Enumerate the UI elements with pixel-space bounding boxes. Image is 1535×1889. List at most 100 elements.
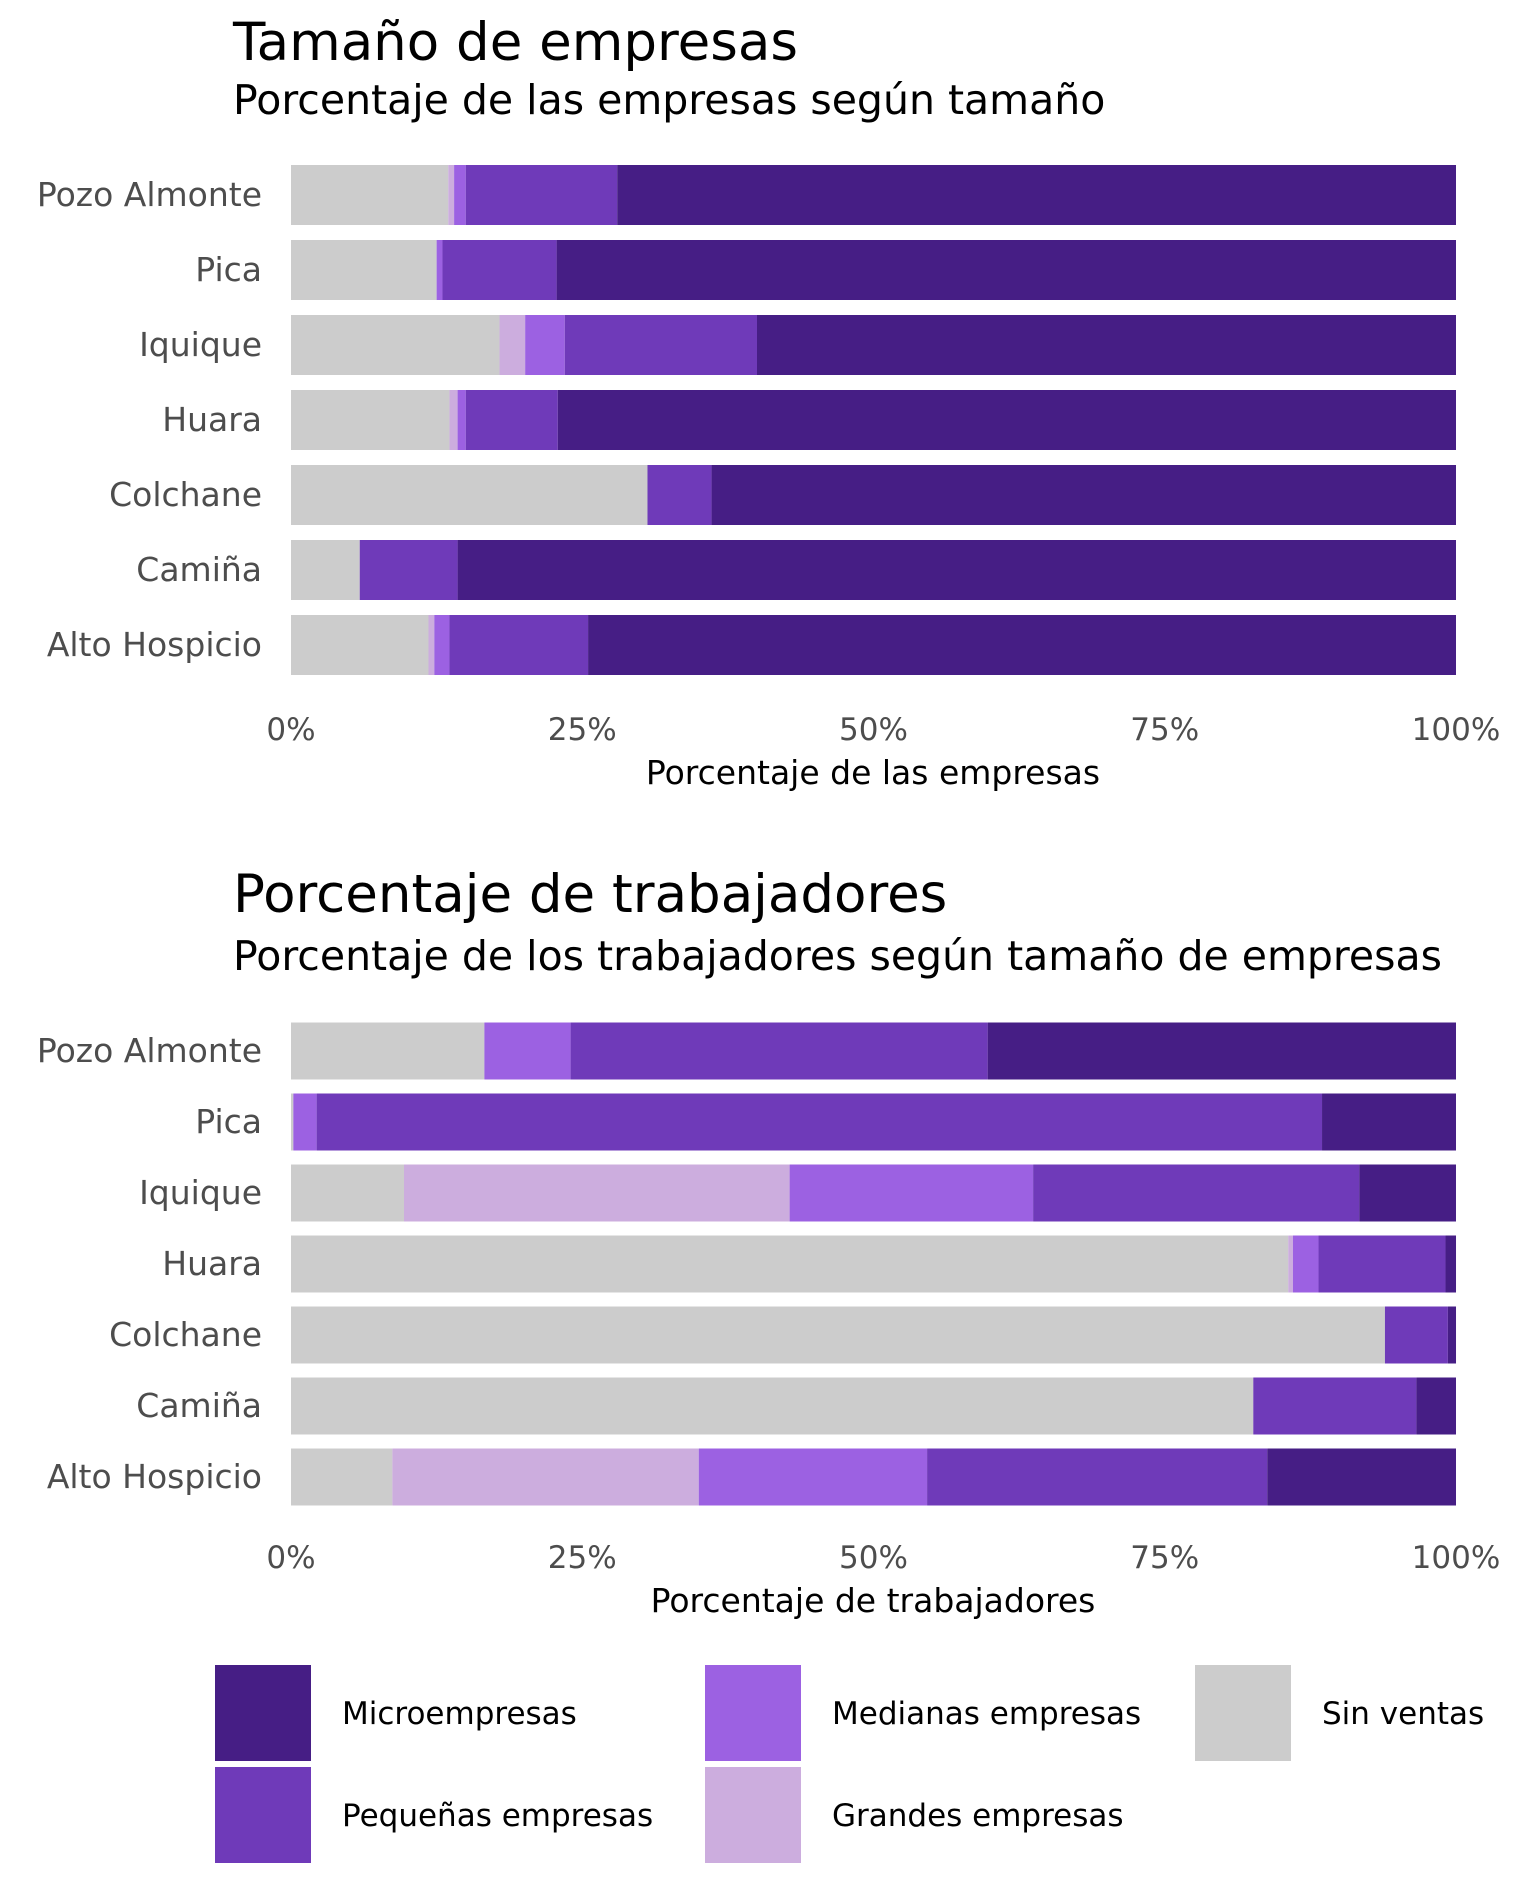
bar-alto-hospicio-sin-ventas bbox=[291, 1448, 393, 1506]
legend-label-grandes-empresas: Grandes empresas bbox=[832, 1798, 1124, 1834]
chart-panel-trabajadores: Porcentaje de trabajadores Porcentaje de… bbox=[37, 864, 1500, 1620]
category-label-pica: Pica bbox=[195, 1102, 262, 1141]
bar-iquique-grandes-empresas bbox=[499, 315, 526, 375]
category-label-pozo-almonte: Pozo Almonte bbox=[37, 175, 262, 214]
bar-colchane-microempresas bbox=[711, 465, 1456, 525]
category-label-pozo-almonte: Pozo Almonte bbox=[37, 1031, 262, 1070]
legend-swatch-sin-ventas bbox=[1195, 1665, 1291, 1761]
bar-colchane-microempresas bbox=[1447, 1306, 1457, 1364]
bar-iquique-medianas-empresas bbox=[525, 315, 565, 375]
bar-pozo-almonte-pequenas-empresas bbox=[570, 1022, 988, 1080]
bar-alto-hospicio-pequenas-empresas bbox=[449, 615, 589, 675]
x-tick-label: 75% bbox=[1130, 1540, 1199, 1576]
bar-pica-microempresas bbox=[556, 240, 1456, 300]
legend-swatch-grandes-empresas bbox=[705, 1767, 801, 1863]
bar-camina-sin-ventas bbox=[291, 540, 360, 600]
legend-swatch-pequenas-empresas bbox=[215, 1767, 311, 1863]
bar-alto-hospicio-sin-ventas bbox=[291, 615, 429, 675]
bar-pica-medianas-empresas bbox=[293, 1093, 317, 1151]
legend-label-microempresas: Microempresas bbox=[342, 1696, 577, 1732]
bar-camina-pequenas-empresas bbox=[1253, 1377, 1417, 1435]
category-label-camina: Camiña bbox=[136, 550, 262, 589]
legend-label-pequenas-empresas: Pequeñas empresas bbox=[342, 1798, 653, 1834]
bar-huara-pequenas-empresas bbox=[465, 390, 558, 450]
bar-iquique-sin-ventas bbox=[291, 315, 500, 375]
x-tick-label: 100% bbox=[1412, 1540, 1501, 1576]
legend: Microempresas Medianas empresas Sin ventas… bbox=[215, 1665, 1484, 1863]
bar-iquique-microempresas bbox=[1359, 1164, 1456, 1222]
category-label-alto-hospicio: Alto Hospicio bbox=[47, 1457, 262, 1496]
category-label-pica: Pica bbox=[195, 250, 262, 289]
bar-camina-sin-ventas bbox=[291, 1377, 1254, 1435]
category-labels: Pozo Almonte Pica Iquique Huara Colchane Cami… bbox=[37, 175, 262, 664]
bar-alto-hospicio-medianas-empresas bbox=[698, 1448, 928, 1506]
bar-huara-grandes-empresas bbox=[449, 390, 458, 450]
bar-alto-hospicio-medianas-empresas bbox=[434, 615, 450, 675]
category-label-huara: Huara bbox=[162, 400, 262, 439]
bar-pica-microempresas bbox=[1322, 1093, 1456, 1151]
category-label-iquique: Iquique bbox=[139, 325, 262, 364]
x-axis-title: Porcentaje de las empresas bbox=[646, 753, 1100, 792]
chart-title: Porcentaje de trabajadores bbox=[233, 864, 947, 925]
legend-swatch-medianas-empresas bbox=[705, 1665, 801, 1761]
bar-pica-pequenas-empresas bbox=[442, 240, 557, 300]
bar-pozo-almonte-microempresas bbox=[987, 1022, 1456, 1080]
bar-pozo-almonte-grandes-empresas bbox=[448, 165, 455, 225]
bar-huara-sin-ventas bbox=[291, 390, 450, 450]
bar-iquique-pequenas-empresas bbox=[564, 315, 757, 375]
bar-alto-hospicio-microempresas bbox=[1267, 1448, 1456, 1506]
bar-pozo-almonte-pequenas-empresas bbox=[465, 165, 618, 225]
bar-huara-sin-ventas bbox=[291, 1235, 1289, 1293]
bar-colchane-sin-ventas bbox=[291, 1306, 1385, 1364]
bar-pozo-almonte-microempresas bbox=[617, 165, 1456, 225]
bar-alto-hospicio-microempresas bbox=[588, 615, 1456, 675]
x-tick-label: 100% bbox=[1412, 712, 1501, 748]
bar-huara-medianas-empresas bbox=[457, 390, 466, 450]
bar-alto-hospicio-grandes-empresas bbox=[428, 615, 435, 675]
bar-iquique-sin-ventas bbox=[291, 1164, 404, 1222]
bar-colchane-sin-ventas bbox=[291, 465, 648, 525]
bar-camina-microempresas bbox=[457, 540, 1457, 600]
category-labels: Pozo Almonte Pica Iquique Huara Colchane Cami… bbox=[37, 1031, 262, 1496]
x-axis-title: Porcentaje de trabajadores bbox=[651, 1581, 1096, 1620]
x-tick-label: 50% bbox=[839, 712, 908, 748]
bar-pica-sin-ventas bbox=[291, 1093, 294, 1151]
bar-colchane-pequenas-empresas bbox=[647, 465, 712, 525]
bar-pozo-almonte-sin-ventas bbox=[291, 1022, 485, 1080]
bar-huara-microempresas bbox=[557, 390, 1456, 450]
bar-camina-microempresas bbox=[1416, 1377, 1456, 1435]
bar-pica-medianas-empresas bbox=[436, 240, 443, 300]
bar-huara-grandes-empresas bbox=[1288, 1235, 1293, 1293]
chart-subtitle: Porcentaje de las empresas según tamaño bbox=[233, 76, 1105, 124]
bar-iquique-medianas-empresas bbox=[789, 1164, 1034, 1222]
bar-pozo-almonte-medianas-empresas bbox=[454, 165, 466, 225]
x-tick-label: 75% bbox=[1130, 712, 1199, 748]
bar-huara-microempresas bbox=[1445, 1235, 1457, 1293]
x-tick-label: 0% bbox=[266, 1540, 315, 1576]
bar-alto-hospicio-pequenas-empresas bbox=[927, 1448, 1268, 1506]
category-label-camina: Camiña bbox=[136, 1386, 262, 1425]
legend-label-medianas-empresas: Medianas empresas bbox=[832, 1696, 1141, 1732]
chart-title: Tamaño de empresas bbox=[232, 12, 798, 73]
x-tick-label: 25% bbox=[548, 1540, 617, 1576]
x-tick-label: 25% bbox=[548, 712, 617, 748]
category-label-colchane: Colchane bbox=[109, 475, 262, 514]
legend-label-sin-ventas: Sin ventas bbox=[1322, 1696, 1484, 1732]
bar-area bbox=[291, 1022, 1457, 1506]
bar-colchane-pequenas-empresas bbox=[1384, 1306, 1448, 1364]
legend-swatch-microempresas bbox=[215, 1665, 311, 1761]
x-tick-labels: 0% 25% 50% 75% 100% bbox=[266, 712, 1500, 748]
category-label-iquique: Iquique bbox=[139, 1173, 262, 1212]
bar-iquique-microempresas bbox=[757, 315, 1456, 375]
chart-panel-empresas: Tamaño de empresas Porcentaje de las emp… bbox=[37, 12, 1500, 792]
bar-huara-pequenas-empresas bbox=[1318, 1235, 1446, 1293]
category-label-colchane: Colchane bbox=[109, 1315, 262, 1354]
bar-pozo-almonte-medianas-empresas bbox=[484, 1022, 571, 1080]
category-label-alto-hospicio: Alto Hospicio bbox=[47, 625, 262, 664]
category-label-huara: Huara bbox=[162, 1244, 262, 1283]
bar-iquique-grandes-empresas bbox=[404, 1164, 790, 1222]
x-tick-label: 0% bbox=[266, 712, 315, 748]
x-tick-labels: 0% 25% 50% 75% 100% bbox=[266, 1540, 1500, 1576]
bar-pica-sin-ventas bbox=[291, 240, 437, 300]
